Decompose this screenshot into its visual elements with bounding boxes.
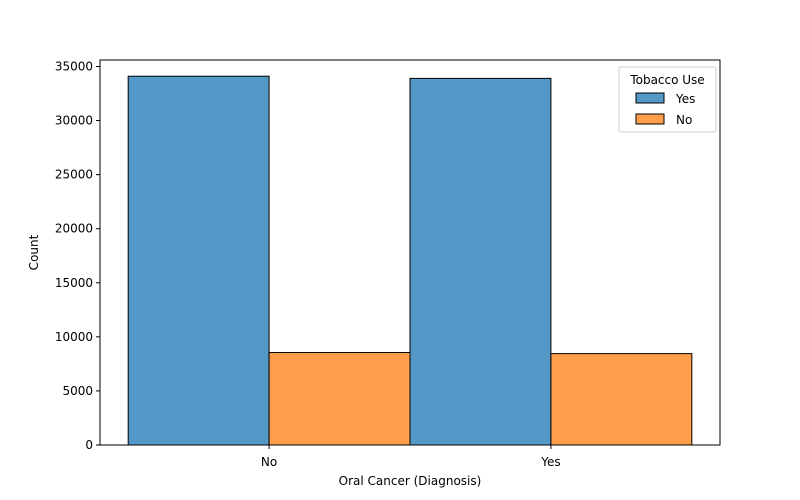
legend-items: Yes No <box>635 92 695 127</box>
x-tick-label: No <box>261 455 277 469</box>
bar-no-no <box>268 352 411 446</box>
x-tick-label: Yes <box>540 455 560 469</box>
y-tick-label: 5000 <box>62 384 93 398</box>
y-tick-label: 35000 <box>55 59 93 73</box>
legend: Tobacco Use Yes No <box>618 66 717 133</box>
y-axis-ticks: 0 5000 10000 15000 20000 25000 30000 35000 <box>55 59 100 452</box>
y-tick-label: 30000 <box>55 114 93 128</box>
y-tick-label: 20000 <box>55 222 93 236</box>
legend-title: Tobacco Use <box>629 73 704 87</box>
bar-yes-no <box>550 353 693 446</box>
legend-label: No <box>676 113 692 127</box>
plot-frame <box>99 59 721 446</box>
bars <box>127 75 693 446</box>
y-tick-label: 15000 <box>55 276 93 290</box>
y-axis-label: Count <box>27 234 41 270</box>
y-tick-label: 10000 <box>55 330 93 344</box>
x-axis-ticks: No Yes <box>261 445 561 469</box>
legend-swatch <box>635 92 665 104</box>
x-axis-label: Oral Cancer (Diagnosis) <box>339 474 482 488</box>
legend-label: Yes <box>675 92 695 106</box>
legend-swatch <box>635 113 665 125</box>
bar-yes-yes <box>409 77 552 446</box>
bar-no-yes <box>127 75 270 446</box>
y-tick-label: 0 <box>85 438 93 452</box>
y-tick-label: 25000 <box>55 168 93 182</box>
